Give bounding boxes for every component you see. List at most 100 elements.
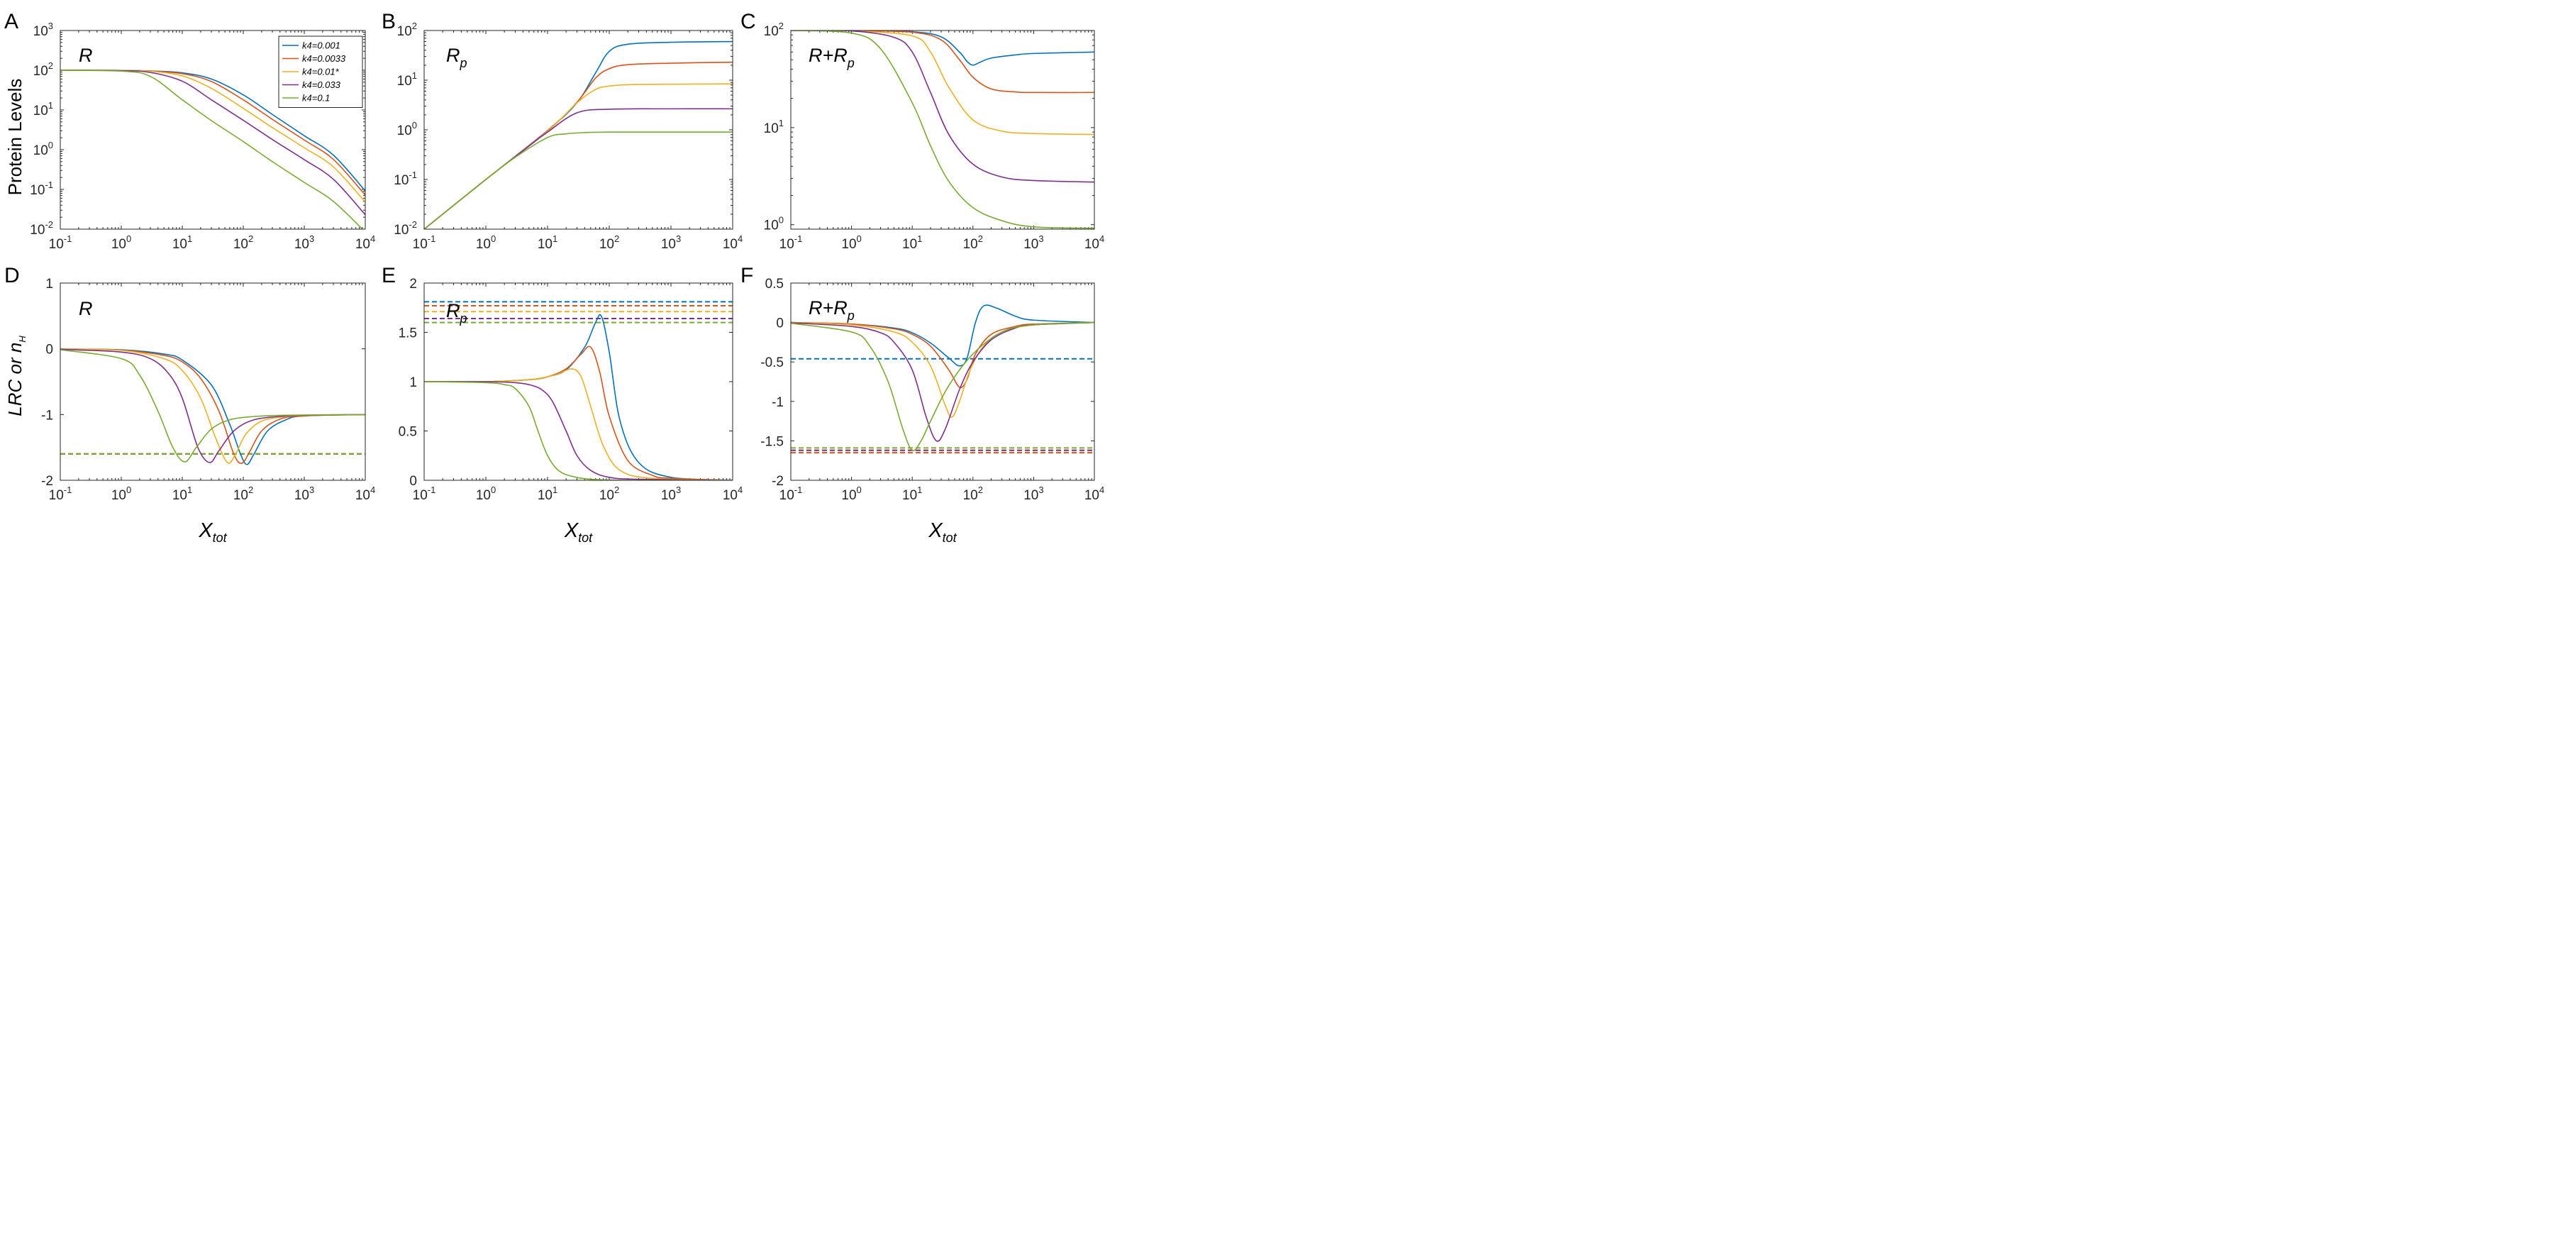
y-tick-label: 0	[409, 474, 417, 489]
y-tick-label: 1.5	[399, 326, 417, 341]
x-tick-label: 10-1	[49, 233, 72, 252]
panel-letter-a: A	[4, 10, 18, 33]
y-tick-exponent: 2	[412, 21, 417, 31]
series-line	[60, 348, 365, 463]
x-tick-exponent: -1	[794, 485, 803, 495]
panel-variable-label: R+Rp	[809, 297, 855, 323]
x-axis-title: Xtot	[928, 519, 957, 545]
y-tick-base: 10	[33, 143, 48, 158]
x-tick-label: 101	[172, 233, 192, 252]
x-tick-base: 10	[1084, 488, 1099, 503]
panel-variable-name: R	[79, 298, 93, 319]
x-tick-base: 10	[476, 237, 491, 252]
x-tick-exponent: 0	[126, 485, 131, 495]
y-tick-base: 10	[30, 183, 45, 198]
panel-variable-subscript: p	[847, 56, 855, 70]
y-tick-exponent: -1	[45, 179, 53, 190]
y-tick-exponent: -2	[409, 219, 417, 230]
ylabel-lrc-or-nh: LRC or nH	[4, 336, 28, 416]
x-tick-label: 101	[172, 485, 192, 503]
x-axis-title: Xtot	[198, 519, 227, 545]
x-axis-title: Xtot	[564, 519, 593, 545]
x-tick-base: 10	[963, 237, 978, 252]
y-tick-label: 100	[764, 215, 784, 233]
panel-letter-d: D	[4, 264, 20, 287]
y-tick-base: 10	[394, 223, 409, 238]
series-line	[424, 368, 733, 480]
x-tick-exponent: 0	[491, 485, 496, 495]
x-tick-base: 10	[233, 237, 248, 252]
x-tick-label: 100	[841, 485, 861, 503]
y-tick-label: -1	[41, 408, 53, 423]
x-tick-base: 10	[661, 237, 676, 252]
legend-entry: k4=0.1	[302, 93, 330, 104]
x-tick-exponent: -1	[428, 233, 436, 244]
series-line	[424, 381, 733, 480]
panel-a: A10-1 100 101 102 103 10410-210-1100101102103…	[4, 10, 375, 252]
x-tick-base: 10	[599, 237, 614, 252]
x-tick-exponent: -1	[64, 233, 72, 244]
series-line	[60, 349, 365, 463]
x-tick-base: 10	[413, 488, 428, 503]
x-tick-base: 10	[1023, 488, 1038, 503]
x-tick-label: 103	[294, 485, 314, 503]
legend-entry: k4=0.0033	[302, 53, 346, 64]
panel-variable-label: R+Rp	[809, 45, 855, 70]
x-tick-exponent: 4	[1099, 485, 1104, 495]
x-tick-label: 101	[538, 485, 557, 503]
x-tick-base: 10	[841, 237, 856, 252]
x-tick-label: 104	[723, 485, 743, 503]
plot-area	[791, 31, 1094, 229]
x-tick-label: 102	[599, 233, 619, 252]
series-line	[424, 108, 733, 229]
x-tick-label: 103	[1023, 485, 1043, 503]
panel-variable-name: R	[79, 45, 93, 66]
x-tick-base: 10	[49, 237, 64, 252]
series-line	[424, 314, 733, 480]
series-line	[791, 321, 1094, 389]
x-tick-label: 103	[661, 233, 681, 252]
axes-box	[60, 30, 366, 230]
x-tick-exponent: 2	[614, 485, 619, 495]
series-line	[791, 321, 1094, 418]
y-tick-exponent: 1	[779, 118, 784, 128]
x-tick-base: 10	[841, 488, 856, 503]
x-tick-base: 10	[111, 237, 126, 252]
y-tick-label: -1.5	[760, 434, 784, 449]
y-tick-label: 103	[33, 21, 53, 39]
y-tick-label: 10-1	[394, 170, 417, 188]
panel-variable-name: R+R	[809, 297, 848, 319]
x-tick-base: 10	[172, 237, 187, 252]
panel-variable-label: R	[79, 45, 93, 66]
panel-variable-label: Rp	[446, 300, 467, 326]
x-tick-exponent: 1	[553, 233, 557, 244]
legend-entry: k4=0.033	[302, 79, 341, 90]
x-tick-label: 103	[1023, 233, 1043, 252]
x-tick-label: 102	[233, 233, 253, 252]
x-tick-label: 100	[476, 485, 496, 503]
axes-box	[60, 282, 366, 481]
ylabel-protein-levels: Protein Levels	[4, 79, 26, 196]
panel-variable-name: R	[446, 45, 460, 66]
x-tick-base: 10	[49, 488, 64, 503]
x-tick-exponent: 0	[491, 233, 496, 244]
y-tick-exponent: 1	[48, 100, 53, 111]
panel-letter-b: B	[382, 10, 396, 33]
x-tick-label: 104	[355, 233, 375, 252]
series-line	[424, 83, 733, 229]
figure: Protein Levels LRC or nH A10-1 100 101 102 1…	[4, 10, 1104, 545]
x-tick-label: 104	[1084, 233, 1104, 252]
series-line	[60, 70, 365, 216]
panel-letter-e: E	[382, 264, 396, 287]
series-line	[424, 381, 733, 480]
y-tick-exponent: 1	[412, 70, 417, 81]
y-tick-base: 10	[30, 223, 45, 238]
y-tick-label: 102	[397, 21, 417, 39]
x-tick-base: 10	[355, 237, 370, 252]
legend-entry: k4=0.01*	[302, 67, 340, 77]
panel-variable-subscript: p	[460, 311, 467, 326]
x-tick-label: 100	[111, 485, 131, 503]
plot-area	[60, 348, 365, 465]
panel-f: F10-1 100 101 102 103 104-2-1.5-1-0.500.5R+Rp…	[740, 264, 1104, 545]
x-axis-title-subscript: tot	[943, 531, 957, 545]
